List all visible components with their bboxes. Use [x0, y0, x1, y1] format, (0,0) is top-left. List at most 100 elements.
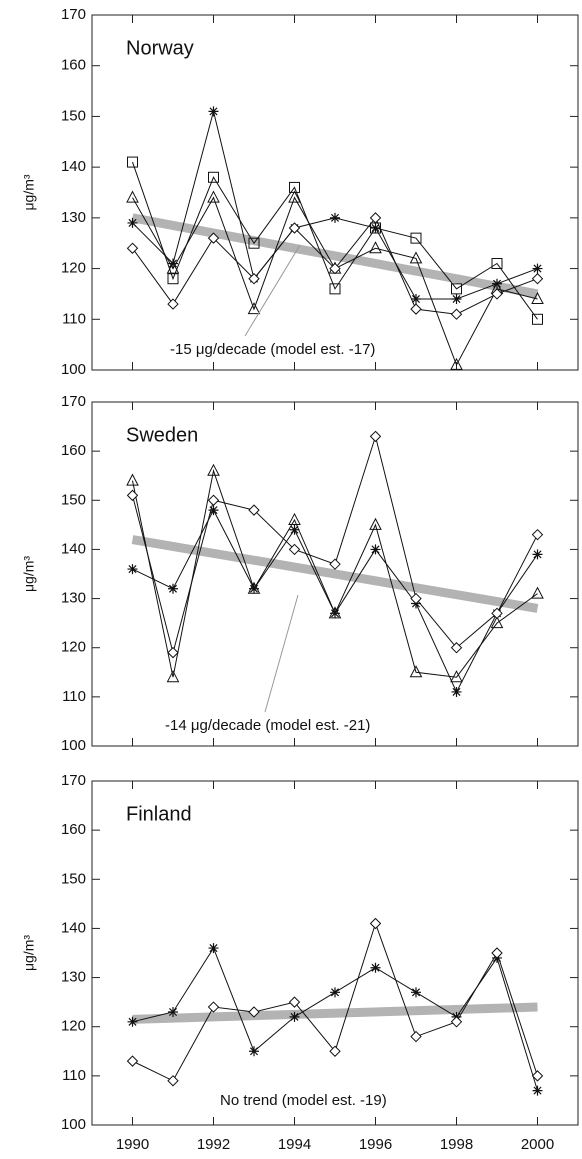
- x-tick-label: 2000: [521, 1136, 554, 1153]
- plot-frame: [91, 780, 579, 1126]
- marker-diamond: [207, 232, 220, 244]
- marker-asterisk: [208, 943, 219, 954]
- y-tick-label: 120: [61, 260, 86, 277]
- y-axis-label: μg/m³: [21, 556, 37, 592]
- marker-triangle: [450, 357, 463, 370]
- marker-diamond: [248, 1006, 260, 1018]
- marker-asterisk: [289, 1011, 300, 1022]
- y-tick-label: 100: [61, 1116, 86, 1133]
- marker-diamond: [369, 430, 382, 443]
- marker-triangle: [166, 261, 180, 274]
- marker-square: [532, 313, 543, 325]
- marker-square: [491, 258, 503, 269]
- y-tick-label: 150: [61, 107, 86, 124]
- marker-diamond: [369, 212, 382, 224]
- marker-asterisk: [370, 962, 381, 973]
- y-tick-label: 150: [61, 491, 86, 508]
- marker-square: [248, 237, 260, 249]
- marker-asterisk: [168, 258, 178, 269]
- marker-square: [451, 283, 462, 295]
- marker-diamond: [248, 273, 260, 285]
- marker-asterisk: [168, 583, 178, 594]
- y-tick-label: 120: [61, 1018, 86, 1035]
- marker-diamond: [126, 489, 139, 502]
- y-tick-label: 130: [61, 590, 86, 607]
- panel-title: Norway: [126, 37, 194, 59]
- marker-diamond: [329, 262, 341, 275]
- plot-frame: [91, 14, 579, 371]
- y-axis-label: μg/m³: [21, 174, 37, 210]
- marker-diamond: [491, 288, 503, 300]
- marker-diamond: [167, 646, 179, 659]
- marker-asterisk: [532, 1085, 543, 1096]
- annotation: No trend (model est. -19): [220, 1092, 387, 1109]
- x-tick-label: 1990: [116, 1136, 149, 1153]
- marker-asterisk: [492, 278, 502, 289]
- marker-triangle: [531, 586, 544, 599]
- y-tick-label: 120: [61, 639, 86, 656]
- marker-diamond: [329, 1045, 341, 1057]
- marker-asterisk: [127, 217, 138, 228]
- marker-diamond: [167, 1075, 179, 1087]
- y-tick-label: 160: [61, 57, 86, 74]
- y-tick-label: 100: [61, 737, 86, 754]
- marker-triangle: [247, 302, 261, 315]
- marker-triangle: [369, 517, 382, 530]
- y-tick-label: 110: [62, 688, 86, 705]
- y-tick-label: 150: [61, 870, 86, 887]
- x-tick-label: 1998: [440, 1136, 473, 1153]
- marker-triangle: [369, 241, 382, 254]
- y-tick-label: 130: [61, 969, 86, 986]
- annotation: -14 μg/decade (model est. -21): [165, 717, 370, 734]
- marker-diamond: [450, 642, 463, 654]
- marker-asterisk: [249, 583, 259, 594]
- series-line: [132, 161, 538, 320]
- marker-triangle: [531, 291, 544, 304]
- marker-diamond: [491, 947, 503, 959]
- trend-line: [132, 1002, 538, 1024]
- marker-diamond: [410, 303, 422, 315]
- y-tick-label: 130: [61, 209, 86, 226]
- panel-title: Sweden: [126, 424, 198, 446]
- y-tick-label: 170: [61, 772, 86, 789]
- marker-triangle: [409, 665, 423, 678]
- y-tick-label: 170: [61, 6, 86, 23]
- marker-asterisk: [532, 549, 543, 560]
- marker-diamond: [288, 996, 301, 1008]
- marker-triangle: [126, 473, 139, 486]
- marker-asterisk: [208, 106, 219, 117]
- y-tick-label: 160: [61, 821, 86, 838]
- marker-diamond: [207, 1001, 220, 1013]
- plot-frame: [91, 401, 579, 747]
- marker-triangle: [126, 190, 139, 203]
- marker-diamond: [126, 1055, 139, 1067]
- marker-diamond: [126, 242, 139, 254]
- y-tick-label: 110: [62, 1067, 86, 1084]
- trend-line: [131, 213, 539, 299]
- marker-triangle: [207, 190, 220, 203]
- y-tick-label: 170: [61, 393, 86, 410]
- marker-diamond: [531, 273, 544, 285]
- marker-asterisk: [330, 608, 340, 619]
- marker-diamond: [248, 504, 260, 516]
- marker-asterisk: [532, 263, 543, 274]
- marker-asterisk: [168, 1006, 178, 1017]
- marker-diamond: [329, 558, 341, 570]
- marker-triangle: [409, 251, 423, 264]
- marker-triangle: [207, 463, 220, 476]
- annotation: -15 μg/decade (model est. -17): [170, 341, 375, 358]
- marker-square: [410, 232, 422, 244]
- marker-triangle: [166, 670, 180, 683]
- leader-line: [244, 244, 301, 337]
- marker-asterisk: [249, 1046, 259, 1057]
- marker-diamond: [410, 1030, 422, 1043]
- y-tick-label: 100: [61, 361, 86, 378]
- y-tick-label: 140: [61, 919, 86, 936]
- marker-diamond: [491, 607, 503, 620]
- marker-diamond: [167, 298, 179, 310]
- marker-square: [167, 273, 179, 285]
- marker-square: [329, 283, 341, 295]
- y-tick-label: 110: [62, 310, 86, 327]
- series-line: [132, 434, 538, 655]
- leader-line: [264, 594, 299, 713]
